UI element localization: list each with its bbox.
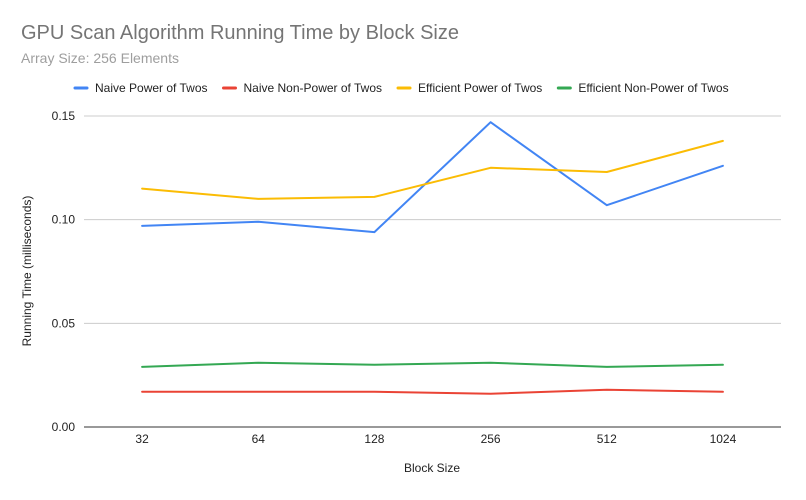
x-tick-label: 1024 (710, 432, 737, 446)
legend-label: Naive Non-Power of Twos (244, 81, 383, 95)
x-tick-label: 32 (135, 432, 149, 446)
y-tick-label: 0.05 (52, 316, 76, 330)
y-axis-title: Running Time (milliseconds) (20, 196, 34, 347)
x-tick-label: 64 (252, 432, 266, 446)
legend-label: Naive Power of Twos (95, 81, 208, 95)
y-tick-label: 0.10 (52, 213, 76, 227)
series-line-4 (141, 361, 724, 368)
legend-item: Naive Non-Power of Twos (222, 81, 383, 95)
y-tick-label: 0.15 (52, 109, 76, 123)
gridlines (84, 115, 781, 428)
x-tick-label: 128 (364, 432, 384, 446)
chart-title: GPU Scan Algorithm Running Time by Block… (21, 22, 459, 44)
x-axis-title: Block Size (404, 461, 460, 475)
series-line-2 (141, 388, 724, 395)
legend-item: Efficient Power of Twos (396, 81, 542, 95)
series-lines (141, 121, 724, 395)
chart-subtitle: Array Size: 256 Elements (21, 50, 179, 66)
legend-label: Efficient Non-Power of Twos (578, 81, 728, 95)
series-line-3 (141, 139, 724, 200)
legend-item: Naive Power of Twos (73, 81, 208, 95)
legend-label: Efficient Power of Twos (418, 81, 542, 95)
y-axis-ticks: 0.00 0.05 0.10 0.15 (52, 109, 76, 434)
x-tick-label: 512 (597, 432, 617, 446)
legend-item: Efficient Non-Power of Twos (556, 81, 729, 95)
y-tick-label: 0.00 (52, 420, 76, 434)
series-line-1 (141, 121, 724, 234)
x-axis-ticks: 32 64 128 256 512 1024 (135, 432, 736, 446)
legend: Naive Power of Twos Naive Non-Power of Tw… (73, 81, 729, 95)
x-tick-label: 256 (481, 432, 501, 446)
